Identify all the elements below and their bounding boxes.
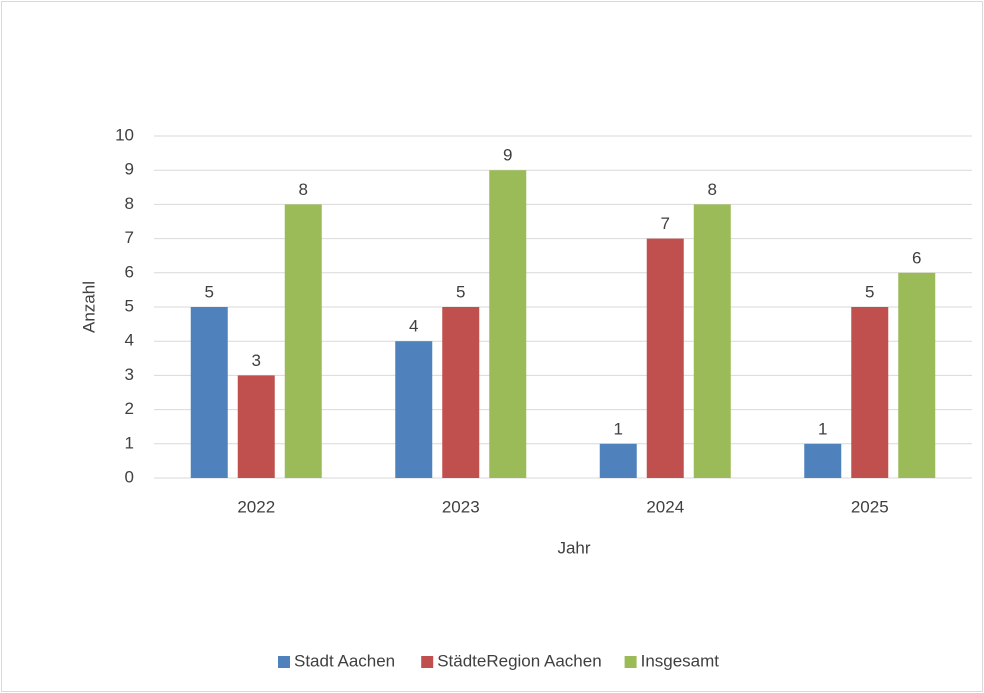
x-tick-label: 2025 <box>851 497 889 516</box>
data-label: 4 <box>409 317 418 336</box>
y-tick-label: 0 <box>125 467 134 486</box>
y-tick-label: 8 <box>125 194 134 213</box>
y-tick-label: 2 <box>125 399 134 418</box>
bar <box>489 170 527 478</box>
data-label: 8 <box>708 180 717 199</box>
legend-swatch <box>624 656 637 668</box>
y-tick-label: 9 <box>125 160 134 179</box>
bar <box>599 443 637 478</box>
y-tick-label: 5 <box>125 296 134 315</box>
bar <box>646 238 684 478</box>
data-label: 5 <box>205 282 214 301</box>
data-label: 5 <box>865 282 874 301</box>
x-tick-label: 2022 <box>237 497 275 516</box>
legend-label: Stadt Aachen <box>294 651 395 670</box>
y-tick-label: 10 <box>115 125 134 144</box>
y-tick-label: 3 <box>125 365 134 384</box>
x-tick-label: 2023 <box>442 497 480 516</box>
data-label: 7 <box>661 214 670 233</box>
y-tick-label: 7 <box>125 228 134 247</box>
x-tick-label: 2024 <box>646 497 684 516</box>
bar <box>395 341 433 478</box>
bar <box>190 307 228 478</box>
y-axis-label: Anzahl <box>79 281 98 333</box>
legend-label: Insgesamt <box>641 651 720 670</box>
bar <box>898 272 936 478</box>
bar <box>693 204 731 478</box>
bar <box>442 307 480 478</box>
data-label: 8 <box>299 180 308 199</box>
data-label: 1 <box>818 419 827 438</box>
bar <box>237 375 275 478</box>
legend-swatch <box>421 656 434 668</box>
data-label: 6 <box>912 248 921 267</box>
bar <box>804 443 842 478</box>
y-tick-label: 1 <box>125 433 134 452</box>
legend-label: StädteRegion Aachen <box>437 651 601 670</box>
bar <box>284 204 322 478</box>
legend-swatch <box>278 656 290 668</box>
data-label: 9 <box>503 146 512 165</box>
x-axis-label: Jahr <box>557 538 590 557</box>
data-label: 5 <box>456 282 465 301</box>
bar <box>851 307 889 478</box>
data-label: 1 <box>614 419 623 438</box>
y-tick-label: 6 <box>125 262 134 281</box>
y-tick-label: 4 <box>125 331 134 350</box>
data-label: 3 <box>252 351 261 370</box>
